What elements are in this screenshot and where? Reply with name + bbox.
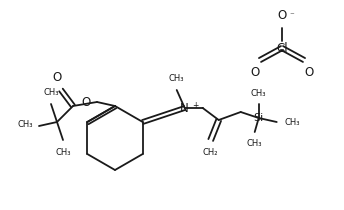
Text: CH₃: CH₃ bbox=[43, 88, 59, 97]
Text: N: N bbox=[180, 101, 189, 114]
Text: ⁻: ⁻ bbox=[289, 11, 294, 20]
Text: CH₃: CH₃ bbox=[251, 89, 267, 98]
Text: +: + bbox=[192, 101, 198, 110]
Text: Si: Si bbox=[254, 113, 264, 123]
Text: CH₃: CH₃ bbox=[55, 148, 71, 157]
Text: O: O bbox=[277, 9, 287, 22]
Text: O: O bbox=[82, 96, 91, 109]
Text: O: O bbox=[52, 71, 62, 84]
Text: O: O bbox=[250, 66, 260, 79]
Text: Cl: Cl bbox=[276, 42, 288, 55]
Text: CH₃: CH₃ bbox=[169, 74, 184, 83]
Text: CH₃: CH₃ bbox=[18, 119, 33, 129]
Text: CH₃: CH₃ bbox=[285, 118, 300, 126]
Text: CH₃: CH₃ bbox=[247, 139, 262, 148]
Text: CH₂: CH₂ bbox=[203, 148, 218, 157]
Text: O: O bbox=[304, 66, 314, 79]
